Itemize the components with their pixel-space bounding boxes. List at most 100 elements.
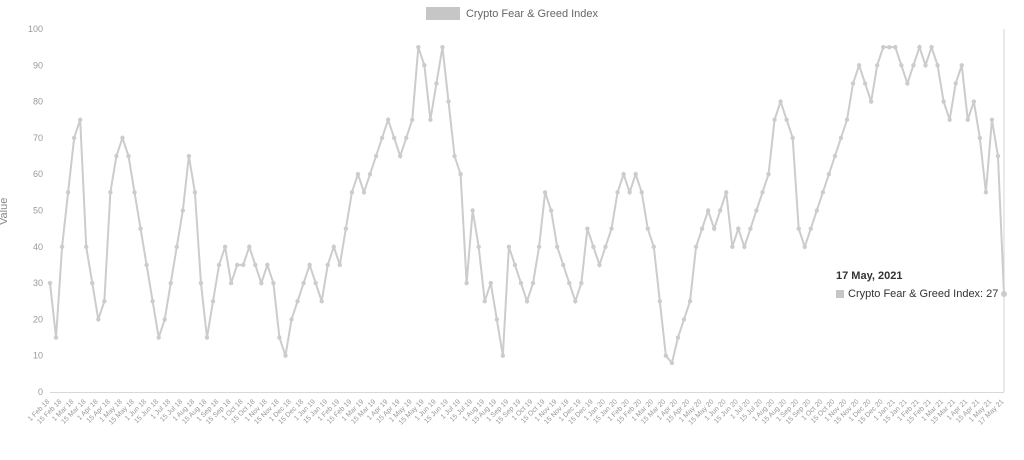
data-point-marker[interactable] xyxy=(277,335,282,340)
data-point-marker[interactable] xyxy=(404,135,409,141)
data-point-marker[interactable] xyxy=(126,153,131,159)
data-point-marker[interactable] xyxy=(808,226,813,231)
data-point-marker[interactable] xyxy=(875,63,880,68)
data-point-marker[interactable] xyxy=(947,117,952,122)
data-point-marker[interactable] xyxy=(687,299,693,304)
data-point-marker[interactable] xyxy=(367,172,373,177)
data-point-marker[interactable] xyxy=(669,360,675,366)
data-point-marker[interactable] xyxy=(681,317,687,322)
data-point-marker[interactable] xyxy=(84,244,89,249)
data-point-marker[interactable] xyxy=(663,353,669,358)
data-point-marker[interactable] xyxy=(96,317,101,322)
data-point-marker[interactable] xyxy=(929,44,934,50)
data-point-marker[interactable] xyxy=(500,353,506,358)
data-point-marker[interactable] xyxy=(506,244,512,249)
data-point-marker[interactable] xyxy=(772,117,777,122)
data-point-marker[interactable] xyxy=(174,244,179,249)
data-point-marker[interactable] xyxy=(633,172,638,177)
highlighted-point-marker[interactable] xyxy=(1001,290,1007,297)
data-point-marker[interactable] xyxy=(53,335,59,340)
data-point-marker[interactable] xyxy=(458,172,463,177)
data-point-marker[interactable] xyxy=(253,262,258,268)
data-point-marker[interactable] xyxy=(434,81,439,86)
data-point-marker[interactable] xyxy=(204,335,210,340)
data-point-marker[interactable] xyxy=(446,99,451,104)
data-point-marker[interactable] xyxy=(893,44,898,50)
data-point-marker[interactable] xyxy=(476,244,481,249)
data-point-marker[interactable] xyxy=(283,353,288,358)
data-point-marker[interactable] xyxy=(428,117,433,122)
data-point-marker[interactable] xyxy=(168,280,173,286)
data-point-marker[interactable] xyxy=(512,262,518,268)
data-point-marker[interactable] xyxy=(470,208,475,213)
data-point-marker[interactable] xyxy=(144,262,149,268)
data-point-marker[interactable] xyxy=(331,244,336,249)
data-point-marker[interactable] xyxy=(71,135,77,141)
data-point-marker[interactable] xyxy=(90,280,95,286)
data-point-marker[interactable] xyxy=(271,280,276,286)
data-point-marker[interactable] xyxy=(180,208,186,213)
data-point-marker[interactable] xyxy=(247,244,252,249)
data-point-marker[interactable] xyxy=(216,262,222,268)
data-point-marker[interactable] xyxy=(826,172,832,177)
legend-item[interactable]: Crypto Fear & Greed Index xyxy=(0,7,1024,20)
data-point-marker[interactable] xyxy=(114,153,119,159)
data-point-marker[interactable] xyxy=(748,226,753,231)
data-point-marker[interactable] xyxy=(410,117,415,122)
data-point-marker[interactable] xyxy=(838,135,844,141)
data-point-marker[interactable] xyxy=(295,299,300,304)
data-point-marker[interactable] xyxy=(482,299,487,304)
data-point-marker[interactable] xyxy=(856,63,862,68)
data-point-marker[interactable] xyxy=(796,226,801,231)
data-point-marker[interactable] xyxy=(542,190,548,195)
data-point-marker[interactable] xyxy=(917,44,922,50)
data-point-marker[interactable] xyxy=(186,153,192,159)
data-point-marker[interactable] xyxy=(953,81,958,86)
data-point-marker[interactable] xyxy=(820,190,826,195)
data-point-marker[interactable] xyxy=(536,244,542,249)
data-point-marker[interactable] xyxy=(59,244,65,249)
data-point-marker[interactable] xyxy=(591,244,596,249)
data-point-marker[interactable] xyxy=(651,244,656,249)
data-point-marker[interactable] xyxy=(724,190,729,195)
data-point-marker[interactable] xyxy=(319,299,324,304)
data-point-marker[interactable] xyxy=(814,208,820,213)
data-point-marker[interactable] xyxy=(452,153,457,159)
data-point-marker[interactable] xyxy=(416,44,421,50)
data-point-marker[interactable] xyxy=(561,262,566,268)
data-point-marker[interactable] xyxy=(391,135,397,141)
data-point-marker[interactable] xyxy=(585,226,590,231)
data-point-marker[interactable] xyxy=(597,262,602,268)
data-point-marker[interactable] xyxy=(530,280,536,286)
data-point-marker[interactable] xyxy=(615,190,620,195)
series-path[interactable] xyxy=(49,43,1005,366)
data-point-marker[interactable] xyxy=(802,244,807,249)
data-point-marker[interactable] xyxy=(693,244,699,249)
data-point-marker[interactable] xyxy=(603,244,608,249)
data-point-marker[interactable] xyxy=(959,63,964,68)
data-point-marker[interactable] xyxy=(554,244,560,249)
data-point-marker[interactable] xyxy=(923,63,928,68)
series-line[interactable] xyxy=(47,43,1007,366)
data-point-marker[interactable] xyxy=(832,153,838,159)
data-point-marker[interactable] xyxy=(989,117,995,122)
data-point-marker[interactable] xyxy=(234,262,240,268)
data-point-marker[interactable] xyxy=(977,135,983,141)
data-point-marker[interactable] xyxy=(373,153,379,159)
data-point-marker[interactable] xyxy=(65,190,71,195)
data-point-marker[interactable] xyxy=(705,208,711,213)
data-point-marker[interactable] xyxy=(718,208,723,213)
data-point-marker[interactable] xyxy=(222,244,228,249)
data-point-marker[interactable] xyxy=(935,63,940,68)
data-point-marker[interactable] xyxy=(645,226,650,231)
data-point-marker[interactable] xyxy=(573,299,578,304)
data-point-marker[interactable] xyxy=(385,117,391,122)
data-point-marker[interactable] xyxy=(138,226,143,231)
data-point-marker[interactable] xyxy=(156,335,161,340)
data-point-marker[interactable] xyxy=(337,262,343,268)
data-point-marker[interactable] xyxy=(657,299,663,304)
data-point-marker[interactable] xyxy=(850,81,856,86)
data-point-marker[interactable] xyxy=(742,244,747,249)
data-point-marker[interactable] xyxy=(911,63,916,68)
